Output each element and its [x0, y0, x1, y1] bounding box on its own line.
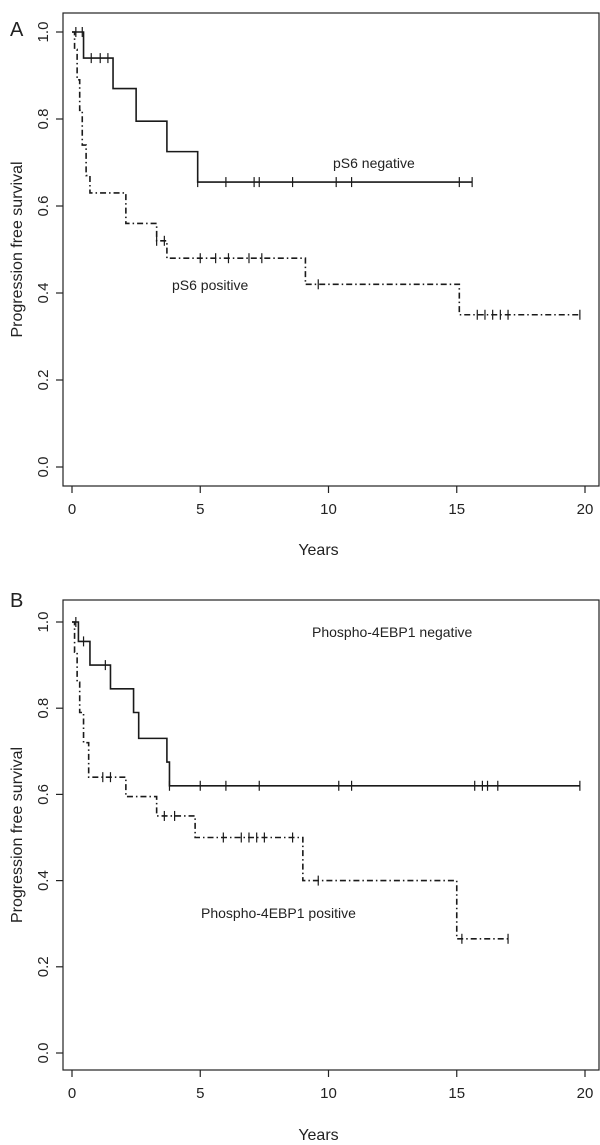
- chart-a-x-tick-label: 5: [196, 501, 204, 518]
- chart-b-x-tick-label: 20: [577, 1085, 594, 1102]
- chart-a-x-tick-label: 20: [577, 501, 594, 518]
- chart-b-y-tick-label: 0.6: [35, 784, 52, 805]
- chart-b-series-phospho-4ebp1-positive: [72, 621, 509, 940]
- chart-b-y-tick-label: 0.4: [35, 870, 52, 891]
- chart-b-panel-label: B: [10, 590, 23, 612]
- chart-b-series-phospho-4ebp1-negative: [72, 621, 580, 787]
- chart-a-series-ps6-negative: [72, 31, 473, 183]
- chart-b-y-tick-label: 0.0: [35, 1043, 52, 1064]
- chart-a-y-axis-title: Progression free survival: [9, 161, 26, 337]
- chart-a-y-tick-label: 0.2: [35, 370, 52, 391]
- chart-b-y-tick-label: 0.2: [35, 956, 52, 977]
- chart-a-series-ps6-positive: [72, 31, 580, 316]
- chart-a-plot-frame: [62, 12, 600, 487]
- chart-a-y-tick-label: 1.0: [35, 22, 52, 43]
- chart-b-x-tick-label: 15: [448, 1085, 465, 1102]
- chart-a-annotation-ps6-positive: pS6 positive: [172, 277, 248, 293]
- chart-a-x-tick-label: 15: [448, 501, 465, 518]
- km-chart-phospho-4ebp1: B 0 5 10 15 20 0.0 0.2 0.4 0.6 0.8 1.0 Years Progress…: [9, 590, 600, 1144]
- chart-b-y-tick-label: 0.8: [35, 698, 52, 719]
- chart-b-x-tick-label: 0: [68, 1085, 76, 1102]
- chart-a-y-tick-label: 0.4: [35, 283, 52, 304]
- chart-b-y-tick-label: 1.0: [35, 612, 52, 633]
- panel-b: B 0 5 10 15 20 0.0 0.2 0.4 0.6 0.8 1.0 Years Progress…: [0, 573, 600, 1145]
- chart-a-panel-label: A: [10, 19, 24, 41]
- chart-b-x-axis-title: Years: [298, 1127, 338, 1144]
- panel-a: A 0 5 10 15 20 0.0 0.2 0.4 0.6 0.8 1.0 Years Progress…: [0, 0, 600, 572]
- chart-b-x-tick-label: 10: [320, 1085, 337, 1102]
- chart-a-y-tick-label: 0.0: [35, 457, 52, 478]
- chart-a-y-tick-label: 0.6: [35, 196, 52, 217]
- chart-b-y-axis-title: Progression free survival: [9, 747, 26, 923]
- km-chart-pS6: A 0 5 10 15 20 0.0 0.2 0.4 0.6 0.8 1.0 Years Progress…: [9, 12, 600, 559]
- chart-a-y-tick-label: 0.8: [35, 109, 52, 130]
- chart-a-x-axis-title: Years: [298, 542, 338, 559]
- chart-a-x-tick-label: 10: [320, 501, 337, 518]
- chart-b-x-tick-label: 5: [196, 1085, 204, 1102]
- chart-a-x-tick-label: 0: [68, 501, 76, 518]
- chart-b-annotation-phospho-4ebp1-positive: Phospho-4EBP1 positive: [201, 905, 356, 921]
- chart-b-annotation-phospho-4ebp1-negative: Phospho-4EBP1 negative: [312, 624, 473, 640]
- chart-a-annotation-ps6-negative: pS6 negative: [333, 155, 415, 171]
- chart-b-plot-frame: [62, 599, 600, 1071]
